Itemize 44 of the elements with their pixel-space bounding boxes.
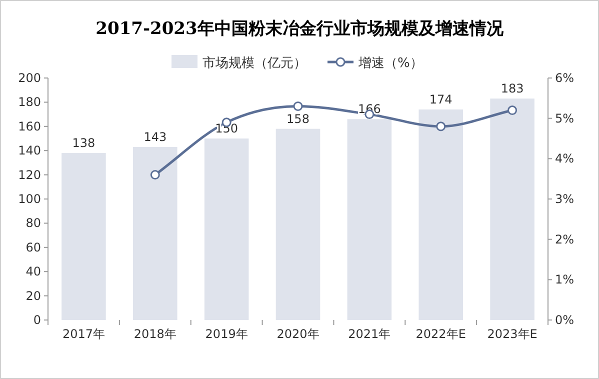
point [508, 106, 518, 116]
x-tick-label: 2018年 [134, 327, 176, 341]
y-tick-label: 80 [26, 216, 41, 230]
legend-label: 市场规模（亿元） [202, 56, 306, 71]
data-label: 158 [286, 112, 310, 126]
y-tick-label: 60 [26, 240, 41, 254]
y-tick-label: 40 [26, 264, 41, 279]
y2-tick-label: 5% [555, 111, 574, 126]
data-label: 143 [144, 130, 167, 144]
y2-tick-label: 4% [555, 152, 574, 166]
x-tick-label: 2021年 [348, 327, 391, 341]
bar [204, 138, 249, 320]
x-tick-label: 2023年E [487, 327, 538, 341]
x-tick-label: 2019年 [205, 327, 248, 341]
data-label: 174 [429, 92, 452, 106]
data-label: 183 [500, 82, 524, 96]
bar [490, 98, 534, 320]
y-tick-label: 20 [26, 288, 41, 303]
bar [276, 128, 320, 320]
bar [62, 153, 106, 320]
y2-tick-label: 2% [555, 232, 574, 246]
y-tick-label: 140 [18, 144, 41, 158]
y2-tick-label: 1% [555, 272, 574, 287]
x-tick-label: 2020年 [276, 327, 320, 341]
y2-tick-label: 6% [555, 71, 574, 85]
legend-label: 增速（%） [358, 56, 423, 71]
y2-tick-label: 0% [555, 313, 574, 327]
bar [418, 109, 463, 320]
x-tick-label: 2022年E [416, 327, 466, 341]
bar [133, 146, 178, 320]
y-tick-label: 120 [18, 168, 41, 182]
y-tick-label: 160 [18, 119, 41, 134]
bar [347, 119, 392, 320]
x-tick-label: 2017年 [62, 327, 105, 341]
point [293, 101, 303, 111]
y-tick-label: 100 [18, 192, 41, 206]
point [150, 170, 160, 180]
y-tick-label: 180 [18, 95, 41, 110]
chart-title: 2017-2023年中国粉末冶金行业市场规模及增速情况 [96, 19, 504, 39]
y2-tick-label: 3% [555, 192, 574, 206]
y-tick-label: 200 [18, 71, 41, 85]
data-label: 138 [72, 136, 96, 150]
y-tick-label: 0 [33, 313, 41, 327]
point [436, 122, 446, 132]
